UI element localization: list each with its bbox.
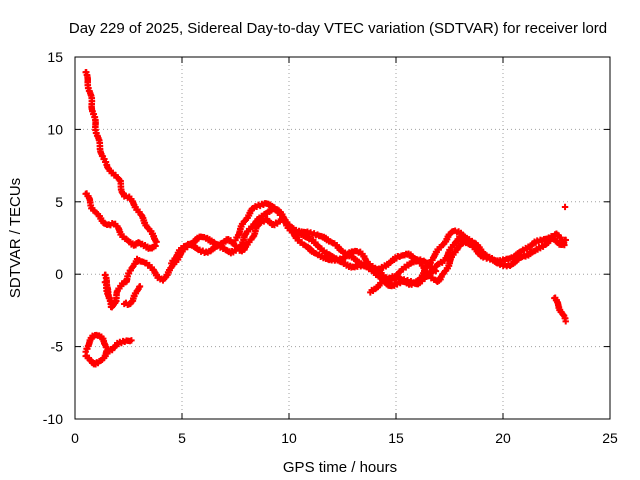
plot-frame <box>74 56 611 420</box>
x-tick-label: 0 <box>71 430 79 446</box>
data-point <box>562 236 569 244</box>
data-point <box>112 299 119 306</box>
x-tick-label: 15 <box>388 430 404 446</box>
y-tick-label: -5 <box>51 339 64 355</box>
y-tick-label: -10 <box>43 411 63 427</box>
data-point <box>562 318 569 325</box>
y-axis-label: SDTVAR / TECUs <box>7 178 24 298</box>
data-points <box>82 68 569 368</box>
data-point <box>561 203 569 211</box>
data-point <box>477 252 485 260</box>
x-axis-label: GPS time / hours <box>283 459 397 476</box>
data-point <box>152 242 159 250</box>
x-tick-label: 10 <box>281 430 297 446</box>
data-point <box>153 238 160 246</box>
data-point <box>128 337 135 344</box>
y-tick-label: 10 <box>47 121 63 137</box>
grid <box>75 57 610 419</box>
chart-title: Day 229 of 2025, Sidereal Day-to-day VTE… <box>69 20 607 37</box>
x-tick-label: 20 <box>495 430 511 446</box>
data-point <box>136 283 144 290</box>
x-tick-label: 25 <box>602 430 618 446</box>
x-tick-label: 5 <box>178 430 186 446</box>
y-tick-label: 15 <box>47 49 63 65</box>
y-tick-label: 0 <box>55 266 63 282</box>
y-tick-label: 5 <box>55 194 63 210</box>
